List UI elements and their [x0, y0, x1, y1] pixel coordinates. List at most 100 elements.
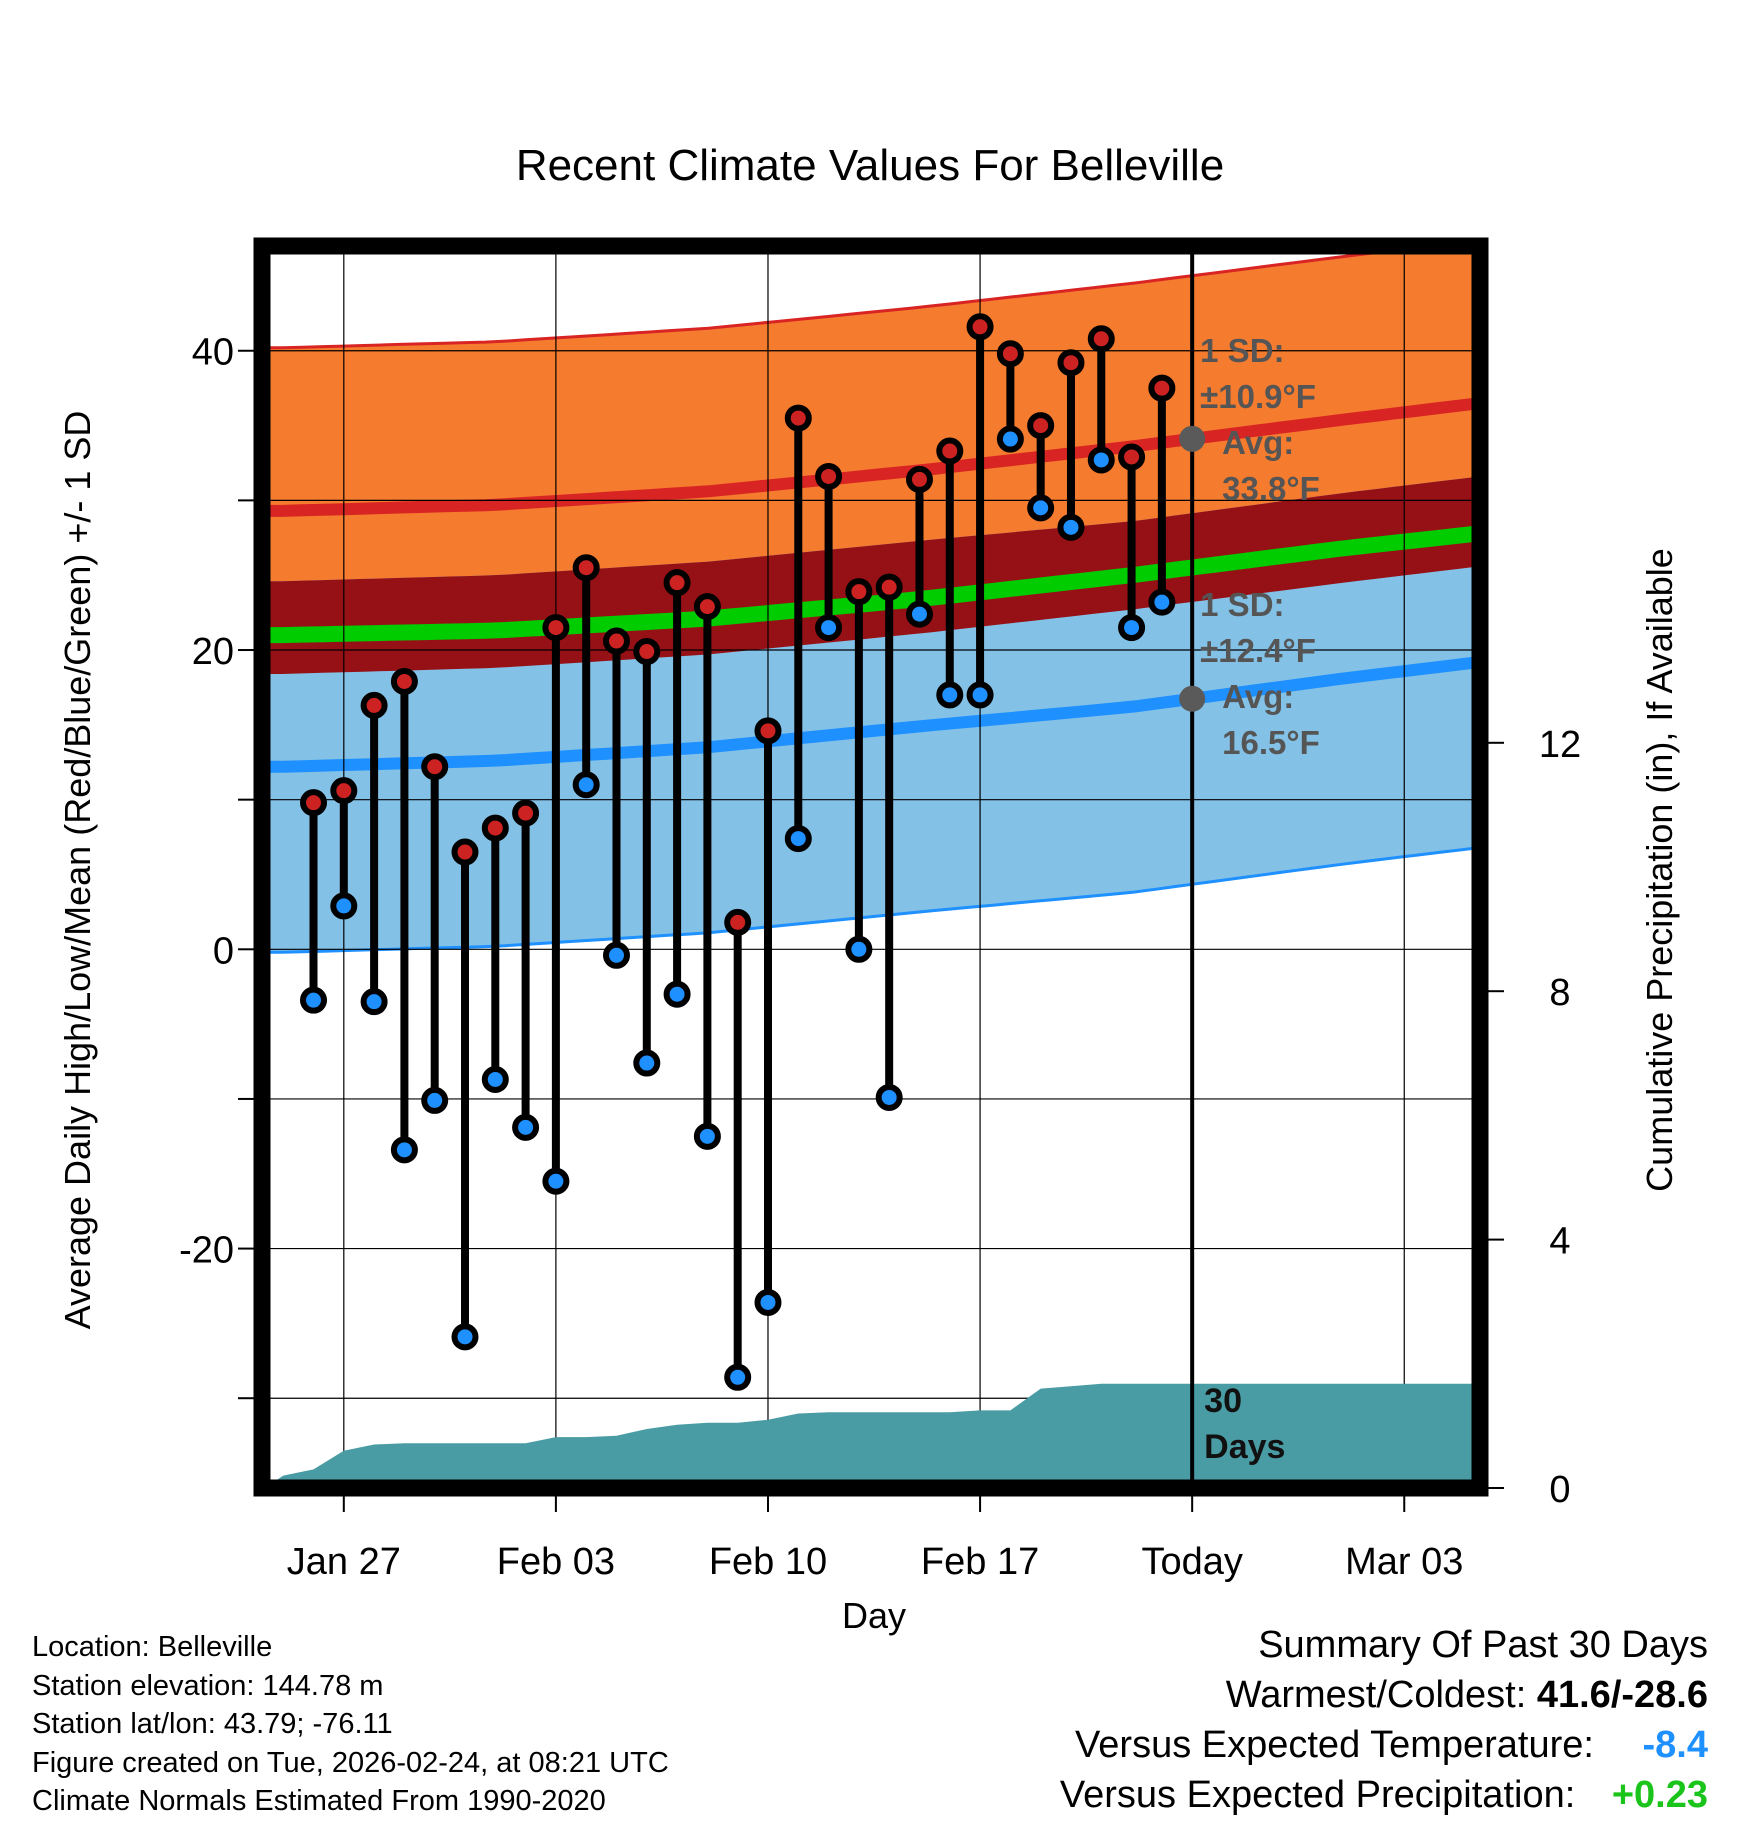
summary-panel: Summary Of Past 30 Days Warmest/Coldest:… — [1060, 1620, 1708, 1820]
days-word-label: Days — [1204, 1428, 1285, 1466]
warm-cold-value: 41.6/-28.6 — [1536, 1674, 1708, 1716]
y2-tick-label: 8 — [1549, 972, 1570, 1014]
daily-low-point — [1148, 588, 1176, 616]
x-tick-label: Feb 03 — [497, 1541, 615, 1583]
daily-high-point — [905, 465, 933, 493]
daily-high-point — [754, 717, 782, 745]
daily-low-point — [693, 1122, 721, 1150]
daily-low-point — [542, 1167, 570, 1195]
daily-high-point — [602, 627, 630, 655]
daily-low-point — [724, 1363, 752, 1391]
daily-high-point — [421, 753, 449, 781]
summary-title: Summary Of Past 30 Days — [1258, 1624, 1708, 1666]
daily-high-point — [360, 691, 388, 719]
daily-low-point — [512, 1113, 540, 1141]
daily-low-point — [784, 825, 812, 853]
plot-area: 1 SD: ±10.9°F Avg: 33.8°F 1 SD: ±12.4°F Avg: 16… — [262, 246, 1480, 1488]
daily-high-point — [693, 593, 721, 621]
daily-low-point — [815, 614, 843, 642]
y-axis-label: Average Daily High/Low/Mean (Red/Blue/Gr… — [57, 411, 98, 1330]
daily-low-point — [330, 892, 358, 920]
summary-temp: Versus Expected Temperature: -8.4 — [1060, 1720, 1708, 1770]
daily-high-point — [451, 838, 479, 866]
y-tick-label: 0 — [213, 930, 234, 972]
y2-tick-label: 0 — [1549, 1469, 1570, 1511]
y2-axis-label: Cumulative Precipitation (in), If Availa… — [1639, 548, 1680, 1192]
daily-low-point — [421, 1086, 449, 1114]
daily-high-point — [1087, 325, 1115, 353]
daily-low-point — [633, 1049, 661, 1077]
daily-low-point — [936, 681, 964, 709]
high-avg-value: 33.8°F — [1222, 470, 1320, 507]
daily-high-point — [330, 777, 358, 805]
high-sd-upper-line — [262, 246, 1443, 350]
daily-low-point — [300, 986, 328, 1014]
daily-high-point — [1057, 349, 1085, 377]
low-avg-label: Avg: — [1222, 678, 1294, 715]
daily-low-point — [905, 600, 933, 628]
daily-high-point — [481, 814, 509, 842]
daily-high-point — [815, 462, 843, 490]
y-tick-label: 20 — [192, 631, 234, 673]
daily-low-point — [360, 988, 388, 1016]
daily-low-point — [663, 980, 691, 1008]
daily-high-point — [996, 340, 1024, 368]
plot-frame — [253, 237, 1489, 1497]
daily-low-point — [754, 1288, 782, 1316]
temp-value: -8.4 — [1642, 1724, 1708, 1766]
daily-high-point — [724, 908, 752, 936]
daily-low-point — [572, 771, 600, 799]
daily-high-point — [512, 799, 540, 827]
y-tick-label: -20 — [179, 1230, 234, 1272]
daily-low-point — [390, 1136, 418, 1164]
station-info: Location: Belleville Station elevation: … — [32, 1628, 669, 1821]
warm-cold-label: Warmest/Coldest: — [1225, 1674, 1527, 1716]
high-sd-label: 1 SD: — [1200, 332, 1284, 369]
summary-warm-cold: Warmest/Coldest: 41.6/-28.6 — [1060, 1670, 1708, 1720]
y2-tick-label: 12 — [1539, 724, 1581, 766]
x-tick-label: Jan 27 — [287, 1541, 401, 1583]
daily-high-point — [1118, 443, 1146, 471]
daily-high-point — [966, 313, 994, 341]
daily-high-point — [936, 437, 964, 465]
daily-high-point — [542, 614, 570, 642]
daily-high-point — [784, 404, 812, 432]
high-sd-value: ±10.9°F — [1200, 378, 1316, 415]
summary-precip: Versus Expected Precipitation: +0.23 — [1060, 1770, 1708, 1820]
daily-high-point — [875, 573, 903, 601]
y2-tick-label: 4 — [1549, 1221, 1570, 1263]
daily-low-point — [1027, 494, 1055, 522]
daily-low-point — [1087, 446, 1115, 474]
daily-low-point — [1057, 513, 1085, 541]
precip-label: Versus Expected Precipitation: — [1059, 1774, 1576, 1816]
normal-low-line — [262, 656, 1480, 773]
daily-low-point — [602, 941, 630, 969]
y-tick-label: 40 — [192, 332, 234, 374]
daily-high-point — [390, 667, 418, 695]
today-low-normal-marker — [1179, 685, 1206, 712]
x-tick-label: Mar 03 — [1345, 1541, 1463, 1583]
daily-high-point — [572, 554, 600, 582]
today-high-normal-marker — [1179, 425, 1206, 452]
high-avg-label: Avg: — [1222, 424, 1294, 461]
daily-low-point — [481, 1065, 509, 1093]
normal-mean-line — [262, 525, 1480, 644]
x-axis-label: Day — [842, 1595, 906, 1636]
daily-low-point — [451, 1323, 479, 1351]
x-tick-label: Feb 17 — [921, 1541, 1039, 1583]
temp-label: Versus Expected Temperature: — [1075, 1724, 1594, 1766]
daily-high-point — [1148, 374, 1176, 402]
x-tick-label: Today — [1141, 1541, 1242, 1583]
x-tick-label: Feb 10 — [709, 1541, 827, 1583]
low-sd-label: 1 SD: — [1200, 586, 1284, 623]
daily-high-point — [633, 638, 661, 666]
latlon-text: Station lat/lon: 43.79; -76.11 — [32, 1708, 393, 1740]
daily-high-point — [845, 578, 873, 606]
low-sd-value: ±12.4°F — [1200, 632, 1316, 669]
normal-high-line — [262, 397, 1480, 517]
chart-title: Recent Climate Values For Belleville — [516, 141, 1224, 190]
daily-low-point — [875, 1083, 903, 1111]
location-text: Location: Belleville — [32, 1631, 273, 1663]
normals-text: Climate Normals Estimated From 1990-2020 — [32, 1785, 606, 1817]
